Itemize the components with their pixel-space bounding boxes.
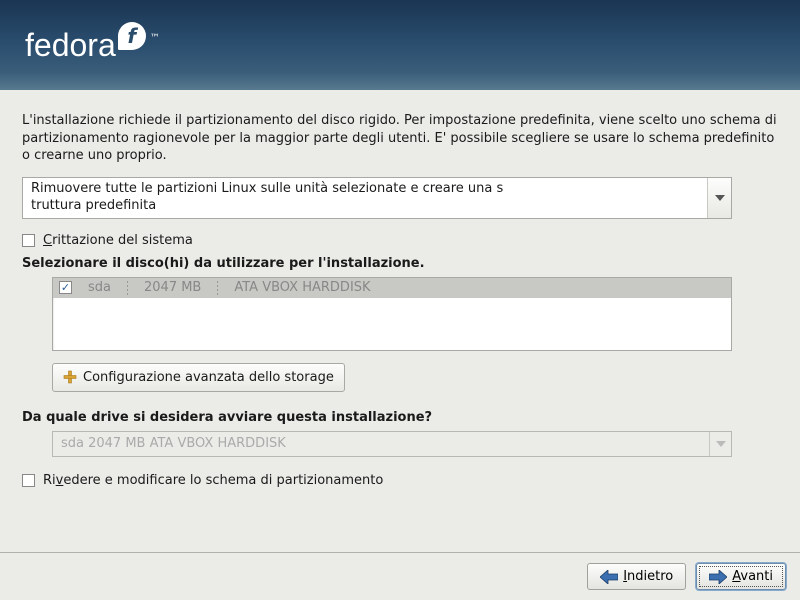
arrow-right-icon bbox=[709, 570, 727, 584]
disk-name: sda bbox=[78, 280, 121, 295]
header: fedora f ™ bbox=[0, 0, 800, 90]
disk-model: ATA VBOX HARDDISK bbox=[224, 280, 380, 295]
boot-drive-dropdown: sda 2047 MB ATA VBOX HARDDISK bbox=[52, 431, 732, 457]
disk-size: 2047 MB bbox=[134, 280, 211, 295]
encrypt-label: Crittazione del sistema bbox=[43, 233, 193, 248]
brand-tm: ™ bbox=[150, 33, 160, 44]
disk-checkbox[interactable] bbox=[59, 281, 72, 294]
chevron-down-icon[interactable] bbox=[707, 178, 731, 218]
boot-drive-label: Da quale drive si desidera avviare quest… bbox=[22, 410, 778, 425]
review-partition-row[interactable]: Rivedere e modificare lo schema di parti… bbox=[22, 473, 778, 488]
advanced-storage-button[interactable]: Configurazione avanzata dello storage bbox=[52, 363, 345, 392]
description-text: L'installazione richiede il partizioname… bbox=[22, 112, 778, 165]
brand-bubble-icon: f bbox=[118, 22, 146, 50]
back-button[interactable]: Indietro bbox=[587, 563, 686, 590]
content-area: L'installazione richiede il partizioname… bbox=[0, 90, 800, 552]
review-checkbox[interactable] bbox=[22, 474, 35, 487]
partition-scheme-selected: Rimuovere tutte le partizioni Linux sull… bbox=[23, 178, 707, 218]
disk-row[interactable]: sda 2047 MB ATA VBOX HARDDISK bbox=[53, 278, 731, 298]
arrow-left-icon bbox=[600, 570, 618, 584]
plus-icon bbox=[63, 370, 77, 384]
column-separator bbox=[127, 281, 128, 295]
advanced-storage-label: Configurazione avanzata dello storage bbox=[83, 370, 334, 385]
disk-select-label: Selezionare il disco(hi) da utilizzare p… bbox=[22, 256, 778, 271]
review-label: Rivedere e modificare lo schema di parti… bbox=[43, 473, 383, 488]
encrypt-system-row[interactable]: Crittazione del sistema bbox=[22, 233, 778, 248]
boot-drive-selected: sda 2047 MB ATA VBOX HARDDISK bbox=[53, 436, 709, 451]
column-separator bbox=[217, 281, 218, 295]
next-button[interactable]: Avanti bbox=[696, 563, 786, 590]
next-label: Avanti bbox=[732, 569, 773, 584]
brand-name: fedora bbox=[25, 27, 116, 64]
partition-scheme-dropdown[interactable]: Rimuovere tutte le partizioni Linux sull… bbox=[22, 177, 732, 219]
fedora-logo: fedora f ™ bbox=[25, 27, 160, 64]
disk-list[interactable]: sda 2047 MB ATA VBOX HARDDISK bbox=[52, 277, 732, 351]
back-label: Indietro bbox=[623, 569, 673, 584]
footer-nav: Indietro Avanti bbox=[0, 552, 800, 600]
chevron-down-icon bbox=[709, 432, 731, 456]
encrypt-checkbox[interactable] bbox=[22, 234, 35, 247]
